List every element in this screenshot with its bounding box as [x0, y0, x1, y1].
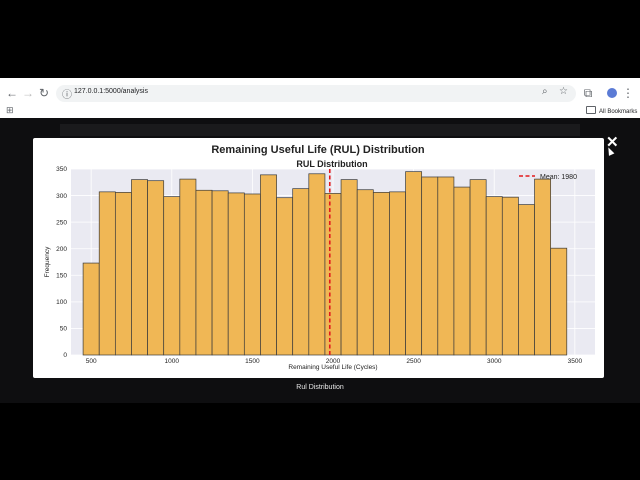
histogram-bar — [292, 188, 310, 356]
chart-title: RUL Distribution — [296, 159, 367, 169]
y-tick-label: 0 — [63, 352, 67, 359]
reload-icon[interactable]: ↻ — [38, 86, 50, 100]
histogram-bar — [211, 190, 229, 356]
histogram-bar — [421, 176, 439, 356]
y-axis-label: Frequency — [44, 246, 51, 277]
url-text: 127.0.0.1:5000/analysis — [74, 88, 148, 95]
histogram-bar — [227, 192, 245, 356]
browser-chrome: ← → ↻ ⓘ 127.0.0.1:5000/analysis ⌕ ☆ ⧉ ⋮ … — [0, 78, 640, 118]
histogram-bar — [163, 196, 181, 356]
x-tick-label: 3500 — [568, 358, 583, 365]
histogram-bar — [114, 192, 132, 356]
forward-arrow-icon[interactable]: → — [22, 86, 34, 100]
histogram-bar — [518, 204, 535, 356]
histogram-bars — [82, 171, 568, 356]
histogram-bar — [389, 191, 406, 356]
chart-legend: Mean: 1980 — [519, 174, 577, 181]
histogram-bar — [324, 193, 342, 356]
histogram-bar — [453, 186, 471, 356]
all-bookmarks[interactable]: All Bookmarks — [586, 106, 637, 115]
legend-mean-label: Mean: 1980 — [540, 174, 577, 181]
histogram-bar — [131, 179, 148, 356]
x-tick-label: 500 — [86, 358, 97, 365]
histogram-bar — [437, 176, 455, 356]
histogram-bar — [195, 189, 213, 356]
histogram-bar — [82, 262, 100, 356]
y-tick-label: 350 — [56, 166, 67, 173]
x-tick-label: 1500 — [245, 358, 260, 365]
histogram-bar — [147, 180, 165, 356]
top-black-area — [0, 0, 640, 78]
y-tick-label: 100 — [56, 299, 67, 306]
histogram-bar — [501, 196, 519, 356]
histogram-bar — [372, 192, 390, 356]
y-tick-label: 200 — [56, 246, 67, 253]
histogram-bar — [276, 197, 294, 356]
extensions-icon[interactable]: ⧉ — [583, 86, 593, 100]
address-bar[interactable]: ⓘ 127.0.0.1:5000/analysis ⌕ ☆ — [56, 85, 576, 102]
histogram-bar — [243, 193, 261, 356]
folder-icon — [586, 106, 596, 114]
histogram-bar — [260, 174, 277, 356]
x-tick-label: 1000 — [165, 358, 180, 365]
avatar-circle — [607, 88, 617, 98]
histogram-bar — [469, 179, 487, 356]
rul-histogram-chart: Remaining Useful Life (RUL) Distribution… — [44, 144, 595, 371]
histogram-bar — [340, 179, 358, 356]
y-tick-label: 250 — [56, 219, 67, 226]
background-strip — [60, 124, 580, 136]
histogram-bar — [179, 178, 197, 356]
x-tick-label: 3000 — [487, 358, 502, 365]
x-axis-label: Remaining Useful Life (Cycles) — [288, 364, 377, 371]
histogram-bar — [534, 178, 552, 356]
close-icon[interactable]: ✕ — [606, 134, 619, 151]
menu-dots-icon[interactable]: ⋮ — [622, 86, 634, 100]
back-arrow-icon[interactable]: ← — [6, 86, 18, 100]
all-bookmarks-label: All Bookmarks — [599, 109, 638, 115]
histogram-bar — [550, 247, 568, 356]
apps-grid-icon[interactable]: ⊞ — [6, 105, 14, 115]
bookmarks-bar: ⊞ All Bookmarks — [0, 104, 640, 118]
axis-ticks: 0 50 100 150 200 250 300 350 500 1000 1500 2000 2500… — [56, 166, 582, 365]
y-tick-label: 300 — [56, 193, 67, 200]
zoom-icon[interactable]: ⌕ — [542, 86, 548, 97]
bookmark-star-icon[interactable]: ☆ — [559, 86, 568, 97]
histogram-bar — [405, 171, 423, 356]
histogram-bar — [356, 189, 374, 356]
profile-avatar[interactable] — [604, 85, 620, 101]
histogram-bar — [308, 173, 326, 356]
histogram-bar — [98, 191, 116, 356]
y-tick-label: 150 — [56, 272, 67, 279]
chart-modal: Remaining Useful Life (RUL) Distribution… — [33, 138, 604, 378]
y-tick-label: 50 — [60, 326, 68, 333]
nav-row: ← → ↻ ⓘ 127.0.0.1:5000/analysis ⌕ ☆ ⧉ ⋮ — [0, 82, 640, 104]
histogram-bar — [485, 196, 503, 356]
x-tick-label: 2000 — [326, 358, 341, 365]
modal-caption: Rul Distribution — [296, 384, 344, 391]
site-info-icon[interactable]: ⓘ — [62, 90, 72, 101]
chart-suptitle: Remaining Useful Life (RUL) Distribution — [211, 144, 425, 156]
x-tick-label: 2500 — [406, 358, 421, 365]
